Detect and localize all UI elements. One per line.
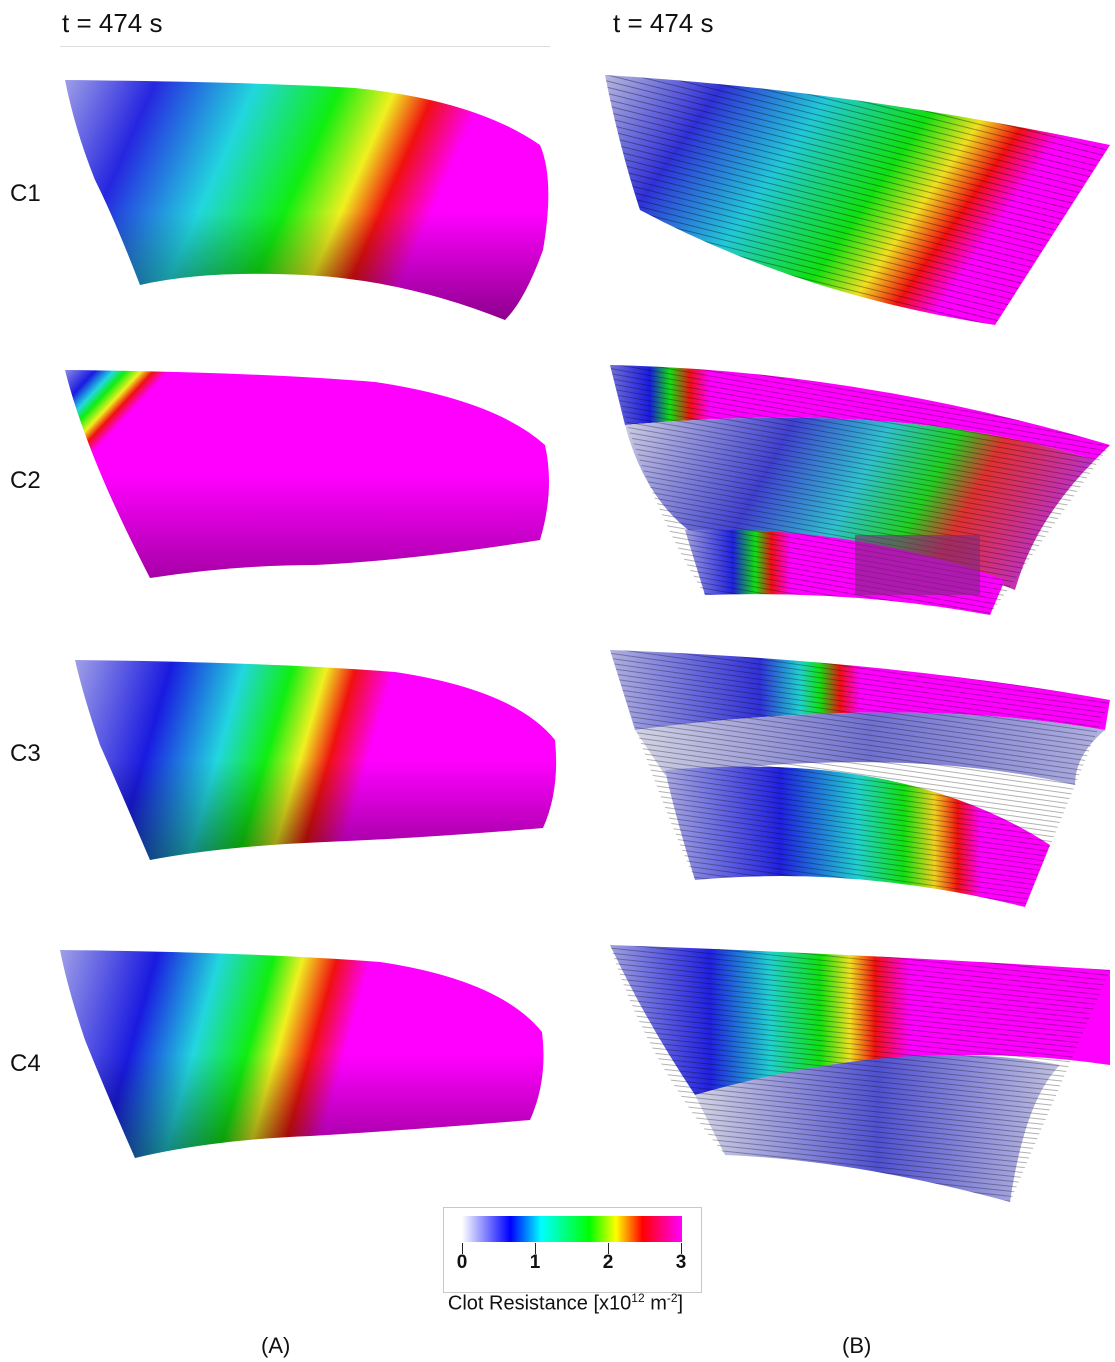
colorbar-tick-1: [535, 1243, 536, 1254]
panel-b-c4: [610, 945, 1110, 1202]
header-divider: [60, 46, 550, 47]
panel-b-c2: [610, 365, 1110, 615]
colorbar-tick-label: 0: [456, 1252, 468, 1273]
colorbar-tick-label: 2: [602, 1252, 614, 1273]
colorbar-title: Clot Resistance [x1012 m-2]: [447, 1291, 684, 1315]
colorbar: 0 1 2 3: [443, 1207, 702, 1293]
panel-label-b: (B): [842, 1333, 872, 1358]
colorbar-tick-0: [462, 1243, 463, 1254]
row-label-c4: C4: [10, 1050, 41, 1077]
header-time-a: t = 474 s: [62, 8, 163, 38]
panel-a-c2: [65, 370, 549, 578]
row-label-c3: C3: [10, 740, 41, 767]
header-time-b: t = 474 s: [613, 8, 714, 38]
colorbar-tick-label: 3: [675, 1252, 687, 1273]
colorbar-gradient: [462, 1216, 682, 1242]
panel-a-c1: [65, 80, 549, 320]
colorbar-tick-3: [681, 1243, 682, 1254]
row-label-c1: C1: [10, 180, 41, 207]
colorbar-tick-2: [608, 1243, 609, 1254]
colorbar-tick-label: 1: [529, 1252, 541, 1273]
panel-b-c3: [610, 650, 1110, 907]
panel-label-a: (A): [261, 1333, 291, 1358]
row-label-c2: C2: [10, 467, 41, 494]
panel-a-c4: [60, 950, 544, 1158]
panel-b-c1: [605, 75, 1110, 325]
panel-a-c3: [75, 660, 557, 860]
